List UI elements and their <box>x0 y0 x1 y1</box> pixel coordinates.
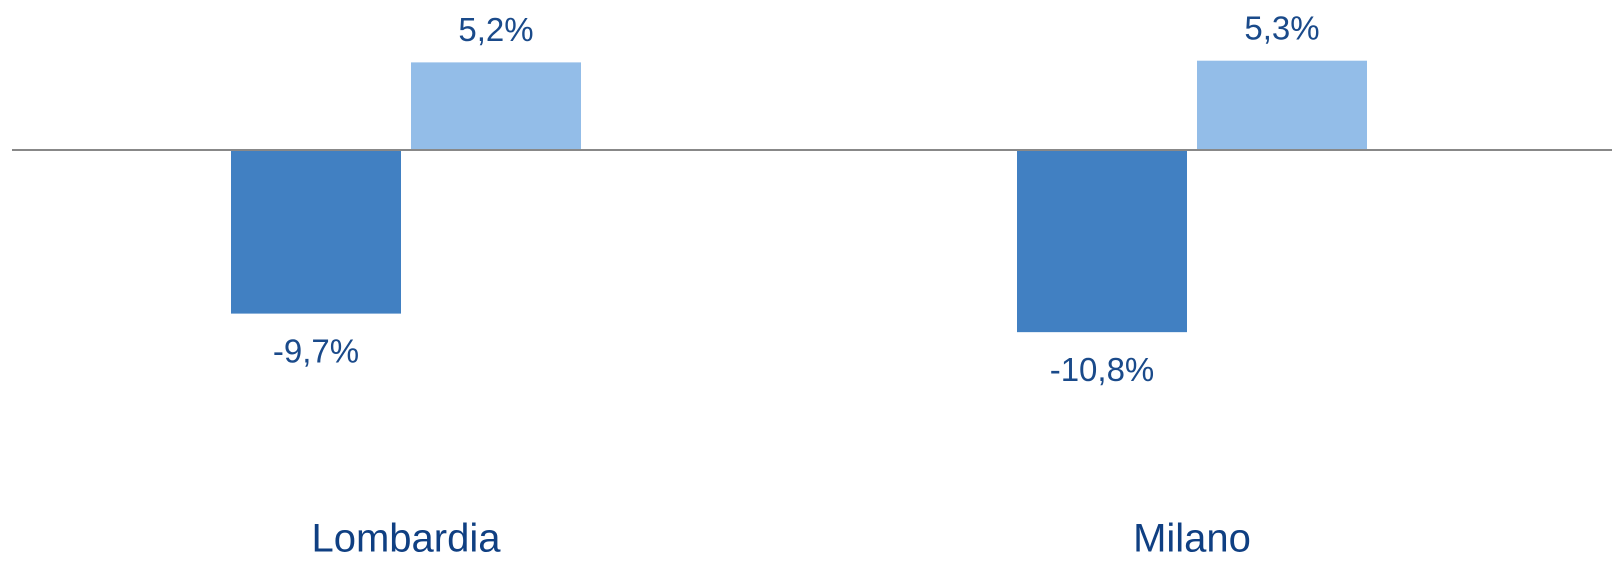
bar <box>231 150 401 314</box>
value-label: 5,2% <box>458 11 533 48</box>
value-label: 5,3% <box>1244 9 1319 46</box>
bar <box>1017 150 1187 333</box>
bar <box>411 62 581 151</box>
bar <box>1197 60 1367 151</box>
x-tick-label: Lombardia <box>311 517 501 561</box>
value-label: -9,7% <box>273 332 359 369</box>
value-label: -10,8% <box>1050 351 1155 388</box>
x-tick-label: Milano <box>1133 517 1251 561</box>
